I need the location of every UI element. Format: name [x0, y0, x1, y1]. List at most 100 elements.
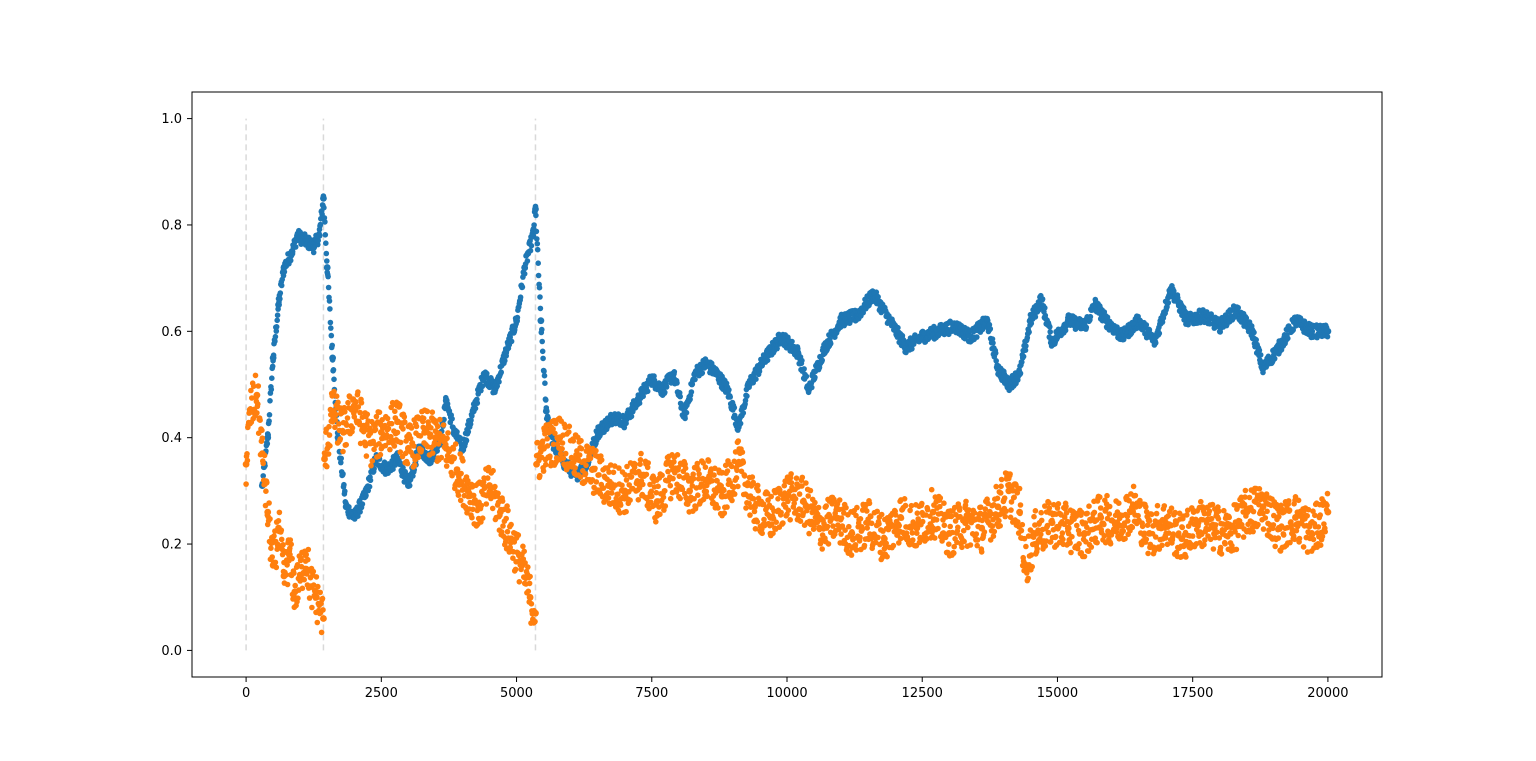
series-1-trace-dot — [640, 481, 646, 488]
series-0-trace-dot — [1023, 343, 1029, 349]
series-0-trace-dot — [327, 319, 334, 326]
series-1-trace-dot — [593, 479, 600, 485]
series-0-trace-dot — [1143, 322, 1150, 328]
series-1-trace-dot — [859, 526, 866, 533]
series-0-trace-dot — [683, 409, 690, 416]
series-1-trace-dot — [499, 498, 506, 504]
series-1-trace-dot — [312, 595, 319, 601]
series-1-trace-dot — [314, 619, 321, 626]
series-1-trace-dot — [1310, 536, 1317, 543]
series-1-trace-dot — [623, 508, 629, 515]
series-1-trace-dot — [559, 446, 565, 452]
series-1-trace-dot — [1168, 505, 1175, 512]
series-1-trace-dot — [1038, 509, 1044, 516]
series-1-trace-dot — [415, 454, 422, 461]
series-1-trace-dot — [806, 530, 812, 537]
series-1-trace-dot — [317, 589, 324, 596]
series-1-trace-dot — [910, 537, 916, 543]
series-1-trace-dot — [451, 454, 458, 461]
series-1-trace-dot — [819, 546, 825, 552]
series-0-trace-dot — [410, 473, 416, 479]
series-1-trace-dot — [364, 411, 371, 418]
series-1-trace-dot — [1068, 549, 1074, 556]
series-1-trace-dot — [755, 487, 761, 494]
series-1-trace-dot — [528, 601, 535, 607]
series-1-trace-dot — [254, 401, 261, 407]
series-1-trace-dot — [861, 542, 868, 549]
series-0-trace-dot — [474, 400, 481, 406]
series-0-trace-dot — [1083, 324, 1090, 331]
series-0-trace-dot — [727, 394, 733, 400]
series-1-trace-dot — [1088, 544, 1095, 550]
series-0-trace-dot — [1152, 340, 1159, 346]
series-1-trace-dot — [747, 512, 753, 518]
series-1-trace-dot — [998, 483, 1004, 490]
series-1-trace-dot — [890, 542, 897, 549]
series-1-trace-dot — [537, 472, 543, 479]
series-1-trace-dot — [1201, 541, 1207, 548]
series-1-trace-dot — [1216, 508, 1222, 514]
series-0-trace-dot — [527, 247, 534, 254]
series-1-trace-dot — [635, 468, 642, 475]
series-1-trace-dot — [632, 461, 638, 468]
series-0-trace-dot — [1104, 314, 1111, 321]
series-0-trace-dot — [1324, 333, 1331, 340]
series-1-trace-dot — [1256, 501, 1262, 508]
series-0-trace-dot — [534, 240, 541, 247]
x-tick-label-8: 20000 — [1307, 686, 1348, 701]
series-1-trace-dot — [805, 493, 811, 499]
series-1-trace-dot — [825, 541, 832, 547]
series-1-trace-dot — [376, 409, 383, 416]
series-1-trace-dot — [358, 400, 365, 406]
series-1-trace-dot — [1264, 508, 1270, 515]
series-1-trace-dot — [1031, 513, 1037, 520]
series-1-trace-dot — [413, 423, 420, 430]
series-0-trace-dot — [753, 376, 759, 383]
series-1-trace-dot — [991, 502, 997, 508]
series-0-trace-dot — [341, 481, 347, 488]
series-1-trace-dot — [429, 409, 436, 416]
series-1-trace-dot — [875, 534, 881, 541]
series-0-trace-dot — [731, 404, 738, 411]
series-1-trace-dot — [682, 465, 689, 472]
series-0-trace-dot — [534, 246, 541, 253]
series-1-trace-dot — [1052, 533, 1059, 540]
series-1-trace-dot — [741, 473, 748, 479]
series-1-trace-dot — [659, 472, 665, 479]
series-1-trace-dot — [961, 538, 967, 545]
series-1-trace-dot — [492, 483, 498, 490]
series-1-trace-dot — [993, 483, 999, 490]
series-1-trace-dot — [1112, 519, 1118, 526]
series-1-trace-dot — [404, 460, 411, 467]
series-1-trace-dot — [705, 458, 712, 464]
series-0-trace-dot — [688, 389, 695, 395]
series-1-trace-dot — [643, 471, 650, 478]
series-0-trace-dot — [363, 492, 369, 499]
x-tick-label-1: 2500 — [365, 686, 398, 701]
series-1-trace-dot — [729, 497, 735, 504]
series-1-trace-dot — [733, 475, 740, 481]
series-1-trace-dot — [773, 519, 779, 525]
series-0-trace-dot — [628, 413, 635, 420]
series-1-trace-dot — [754, 519, 761, 525]
series-0-trace-dot — [1017, 370, 1024, 377]
series-1-trace-dot — [264, 479, 270, 486]
series-1-trace-dot — [1270, 522, 1277, 528]
series-0-trace-dot — [737, 420, 744, 427]
series-1-trace-dot — [627, 497, 633, 504]
series-0-trace-dot — [338, 455, 345, 462]
series-1-trace-dot — [495, 490, 501, 497]
series-0-trace-dot — [274, 317, 281, 324]
series-0-trace-dot — [699, 370, 706, 376]
series-0-trace-dot — [326, 298, 333, 304]
series-1-trace-dot — [266, 500, 272, 506]
series-1-trace-dot — [807, 487, 814, 494]
series-1-trace-dot — [657, 511, 663, 518]
series-0-trace-dot — [539, 326, 545, 333]
series-1-trace-dot — [1175, 530, 1182, 536]
series-1-trace-dot — [268, 545, 274, 551]
series-1-trace-dot — [667, 482, 674, 489]
series-1-trace-dot — [898, 515, 905, 521]
